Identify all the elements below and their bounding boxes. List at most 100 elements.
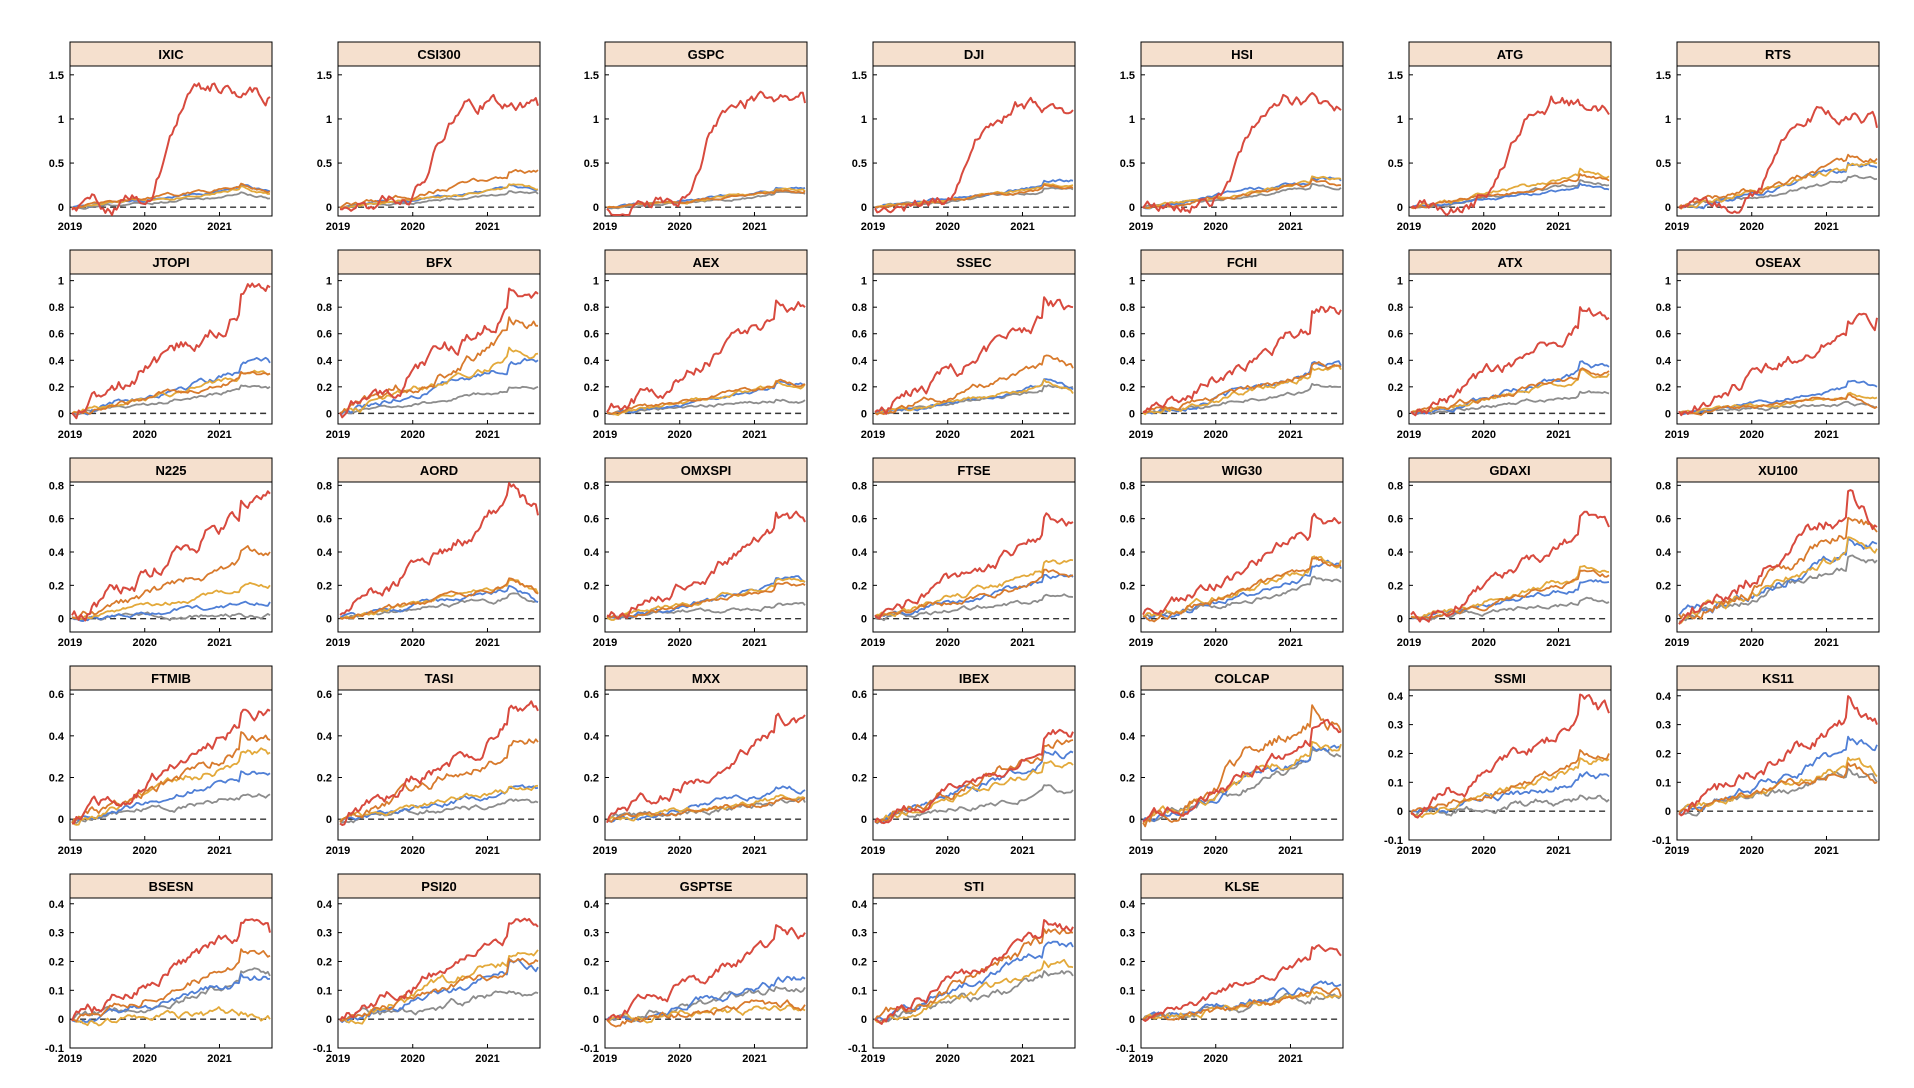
y-tick-label: 1.5 xyxy=(1388,70,1403,82)
series-line-0 xyxy=(1142,559,1342,621)
x-tick-label: 2021 xyxy=(1278,1053,1302,1065)
panel-header xyxy=(604,249,808,275)
x-tick-label: 2019 xyxy=(58,221,82,233)
series-line-1 xyxy=(71,545,271,620)
series-line-1 xyxy=(606,797,806,823)
y-tick-label: -0.1 xyxy=(313,1043,332,1055)
x-tick-label: 2019 xyxy=(1665,221,1689,233)
series-line-1 xyxy=(339,316,539,414)
x-tick-label: 2019 xyxy=(1665,845,1689,857)
panel-title: IBEX xyxy=(959,671,990,686)
x-tick-label: 2019 xyxy=(1665,637,1689,649)
y-tick-label: 0.3 xyxy=(1388,720,1403,732)
series-line-4 xyxy=(606,712,806,824)
y-tick-label: 0.6 xyxy=(1120,329,1135,341)
panel-title: OSEAX xyxy=(1755,255,1801,270)
series-line-3 xyxy=(874,784,1074,822)
panel-header xyxy=(337,665,541,691)
x-tick-label: 2020 xyxy=(935,637,959,649)
y-tick-label: 0 xyxy=(326,408,332,420)
panel-title: OMXSPI xyxy=(681,463,732,478)
x-tick-label: 2021 xyxy=(1278,221,1302,233)
series-line-3 xyxy=(339,990,539,1021)
x-tick-label: 2019 xyxy=(326,221,350,233)
series-line-1 xyxy=(339,577,539,620)
series-line-4 xyxy=(1142,305,1342,414)
y-tick-label: 0 xyxy=(1397,408,1403,420)
y-tick-label: 0.6 xyxy=(1120,689,1135,701)
y-tick-label: 0.1 xyxy=(584,985,599,997)
series-line-4 xyxy=(1678,489,1878,625)
x-tick-label: 2020 xyxy=(935,221,959,233)
y-tick-label: 0.6 xyxy=(317,689,332,701)
panel-header xyxy=(1408,457,1612,483)
panel-ftse: FTSE 0 0.2 0.4 0.6 0.8 2019 2020 2021 xyxy=(852,457,1076,649)
panel-header xyxy=(337,249,541,275)
panel-xu100: XU100 0 0.2 0.4 0.6 0.8 2019 2020 2021 xyxy=(1656,457,1880,649)
x-tick-label: 2021 xyxy=(1814,637,1838,649)
x-tick-label: 2020 xyxy=(132,221,156,233)
series-line-1 xyxy=(1142,361,1342,414)
y-tick-label: 0.6 xyxy=(584,514,599,526)
panel-gspc: GSPC 0 0.5 1 1.5 2019 2020 2021 xyxy=(584,41,808,233)
series-line-4 xyxy=(1142,944,1342,1022)
y-tick-label: 1.5 xyxy=(852,70,867,82)
y-tick-label: 0.8 xyxy=(317,302,332,314)
y-tick-label: 1.5 xyxy=(49,70,64,82)
x-tick-label: 2021 xyxy=(742,429,766,441)
panel-title: KLSE xyxy=(1225,879,1260,894)
series-line-3 xyxy=(874,593,1074,622)
panel-header xyxy=(69,873,273,899)
panel-title: SSMI xyxy=(1494,671,1526,686)
series-line-2 xyxy=(339,183,538,210)
series-line-1 xyxy=(1142,986,1342,1021)
series-line-4 xyxy=(71,708,271,825)
x-tick-label: 2020 xyxy=(935,1053,959,1065)
series-line-4 xyxy=(1142,512,1342,616)
y-tick-label: 0.2 xyxy=(1388,748,1403,760)
x-tick-label: 2019 xyxy=(58,1053,82,1065)
x-tick-label: 2019 xyxy=(326,637,350,649)
series-line-1 xyxy=(1678,153,1878,209)
y-tick-label: 0 xyxy=(1397,614,1403,626)
y-tick-label: 0.2 xyxy=(1388,382,1403,394)
x-tick-label: 2019 xyxy=(58,637,82,649)
x-tick-label: 2020 xyxy=(132,637,156,649)
x-tick-label: 2020 xyxy=(935,845,959,857)
panel-title: MXX xyxy=(692,671,721,686)
series-line-0 xyxy=(71,600,271,622)
x-tick-label: 2019 xyxy=(1397,845,1421,857)
y-tick-label: 1 xyxy=(1665,276,1671,288)
plot-frame xyxy=(1676,65,1880,217)
y-tick-label: 0.8 xyxy=(317,480,332,492)
panel-header xyxy=(1676,249,1880,275)
x-tick-label: 2020 xyxy=(400,637,424,649)
y-tick-label: 0.4 xyxy=(1120,355,1136,367)
y-tick-label: 0 xyxy=(861,814,867,826)
y-tick-label: 0 xyxy=(861,614,867,626)
series-line-4 xyxy=(1410,510,1610,623)
y-tick-label: 0.5 xyxy=(852,158,867,170)
series-line-0 xyxy=(1410,182,1610,209)
y-tick-label: 0.5 xyxy=(1120,158,1135,170)
y-tick-label: 0.4 xyxy=(1120,547,1136,559)
panel-aord: AORD 0 0.2 0.4 0.6 0.8 2019 2020 2021 xyxy=(317,457,541,649)
y-tick-label: 0.3 xyxy=(1656,720,1671,732)
panel-colcap: COLCAP 0 0.2 0.4 0.6 2019 2020 2021 xyxy=(1120,665,1344,857)
y-tick-label: 0.5 xyxy=(1656,158,1671,170)
plot-frame xyxy=(337,65,541,217)
y-tick-label: 0.1 xyxy=(1388,777,1403,789)
y-tick-label: 0.2 xyxy=(584,580,599,592)
panel-gdaxi: GDAXI 0 0.2 0.4 0.6 0.8 2019 2020 2021 xyxy=(1388,457,1612,649)
series-line-0 xyxy=(1678,379,1878,416)
plot-frame xyxy=(1676,481,1880,633)
y-tick-label: 0 xyxy=(593,1014,599,1026)
series-line-2 xyxy=(339,949,539,1025)
series-line-4 xyxy=(339,482,539,616)
y-tick-label: 0.2 xyxy=(1656,382,1671,394)
panel-title: RTS xyxy=(1765,47,1791,62)
x-tick-label: 2021 xyxy=(1546,845,1570,857)
y-tick-label: 0 xyxy=(861,1014,867,1026)
x-tick-label: 2020 xyxy=(1203,637,1227,649)
series-line-4 xyxy=(874,728,1074,825)
